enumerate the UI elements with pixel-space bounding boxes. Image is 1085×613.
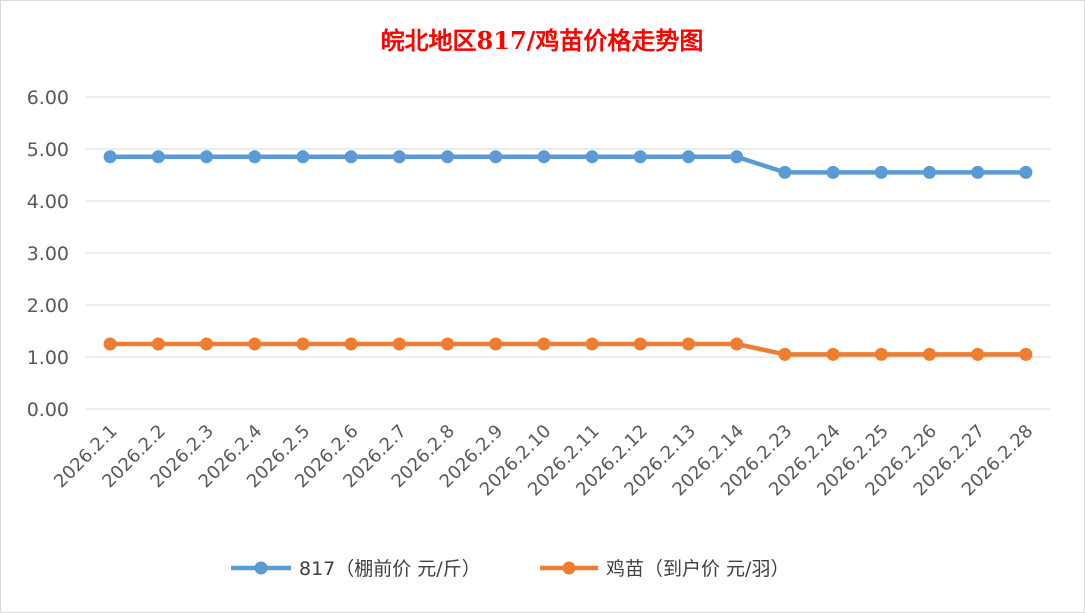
y-tick-label: 5.00 (27, 139, 69, 161)
data-point (633, 337, 647, 351)
data-point (923, 347, 936, 361)
data-point (537, 337, 551, 351)
y-tick-label: 3.00 (27, 243, 69, 265)
data-point (826, 165, 840, 179)
data-point (971, 165, 985, 179)
data-point (585, 150, 599, 164)
data-point (682, 150, 695, 164)
data-point (633, 150, 647, 164)
series-line (110, 341, 1026, 357)
data-point (778, 165, 792, 179)
data-point (682, 337, 695, 351)
data-point (489, 337, 503, 351)
data-point (296, 150, 310, 164)
data-point (730, 150, 744, 164)
data-point (1019, 347, 1033, 361)
data-point (200, 150, 213, 164)
series-line (110, 154, 1026, 175)
legend: 817（棚前价 元/斤） 鸡苗（到户价 元/羽） (231, 558, 789, 580)
x-axis-ticks: 2026.2.12026.2.22026.2.32026.2.42026.2.5… (50, 421, 1037, 501)
data-point (200, 337, 213, 351)
series-lines (103, 150, 1033, 361)
data-point (730, 337, 744, 351)
y-tick-label: 2.00 (27, 295, 69, 317)
data-point (103, 150, 117, 164)
data-point (344, 150, 358, 164)
legend-label: 817（棚前价 元/斤） (299, 558, 481, 580)
legend-label: 鸡苗（到户价 元/羽） (606, 558, 789, 580)
legend-marker (562, 561, 576, 575)
data-point (296, 337, 310, 351)
y-axis-ticks: 0.00 1.00 2.00 3.00 4.00 5.00 6.00 (27, 87, 69, 421)
data-point (923, 165, 936, 179)
data-point (248, 337, 262, 351)
data-point (874, 165, 888, 179)
data-point (537, 150, 551, 164)
data-point (151, 337, 165, 351)
data-point (392, 150, 406, 164)
legend-marker (254, 561, 268, 575)
y-tick-label: 0.00 (27, 399, 69, 421)
data-point (248, 150, 262, 164)
data-point (441, 150, 454, 164)
data-point (1019, 165, 1033, 179)
data-point (441, 337, 454, 351)
data-point (874, 347, 888, 361)
data-point (151, 150, 165, 164)
data-point (103, 337, 117, 351)
data-point (392, 337, 406, 351)
chart-title: 皖北地区817/鸡苗价格走势图 (381, 26, 704, 55)
data-point (826, 347, 840, 361)
data-point (585, 337, 599, 351)
data-point (344, 337, 358, 351)
y-tick-label: 4.00 (27, 191, 69, 213)
data-point (489, 150, 503, 164)
data-point (778, 347, 792, 361)
gridlines (86, 96, 1050, 410)
data-point (971, 347, 985, 361)
y-tick-label: 1.00 (27, 347, 69, 369)
y-tick-label: 6.00 (27, 87, 69, 109)
